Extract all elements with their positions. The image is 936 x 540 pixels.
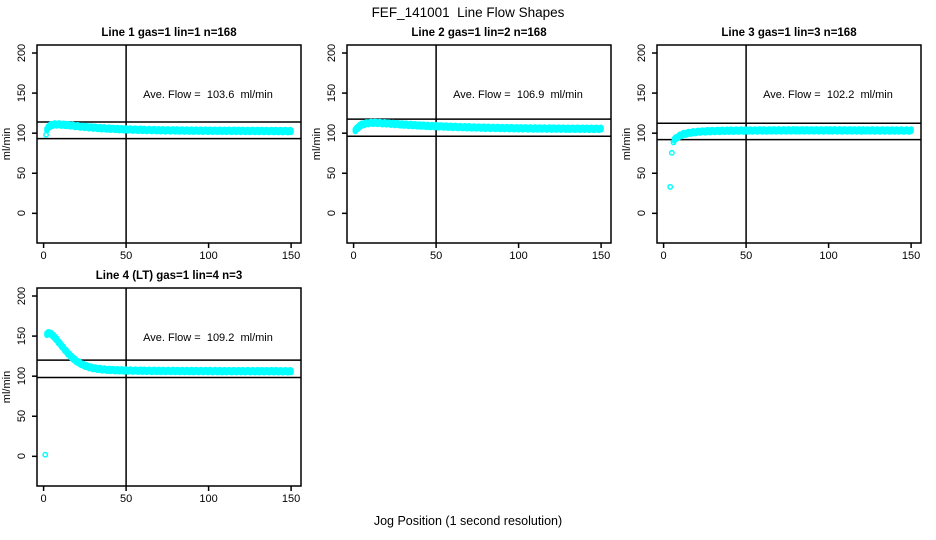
plot-area — [32, 287, 302, 491]
y-axis-label: ml/min — [311, 127, 323, 161]
x-tick-label: 150 — [281, 250, 301, 262]
x-tick-label: 0 — [350, 250, 357, 262]
ave-flow-annotation: Ave. Flow = 106.9 ml/min — [453, 89, 583, 101]
ave-flow-annotation: Ave. Flow = 103.6 ml/min — [143, 89, 273, 101]
y-tick-label: 50 — [16, 167, 28, 180]
y-tick-label: 150 — [16, 83, 28, 103]
y-tick-label: 200 — [16, 286, 28, 306]
y-tick-label: 150 — [16, 326, 28, 346]
subplot-title: Line 2 gas=1 lin=2 n=168 — [411, 27, 547, 39]
subplot-line-2: Line 2 gas=1 lin=2 n=168 ml/min Ave. Flo… — [311, 27, 612, 262]
y-tick-label: 100 — [16, 123, 28, 143]
x-tick-label: 100 — [199, 250, 218, 262]
x-tick-label: 100 — [199, 493, 218, 505]
y-tick-label: 100 — [326, 123, 338, 143]
y-tick-label: 50 — [326, 167, 338, 180]
subplot-line-3: Line 3 gas=1 lin=3 n=168 ml/min Ave. Flo… — [621, 27, 922, 262]
x-tick-label: 150 — [901, 250, 921, 262]
y-axis-label: ml/min — [1, 370, 13, 404]
y-tick-label: 200 — [326, 43, 338, 63]
subplot-line-4: Line 4 (LT) gas=1 lin=4 n=3 ml/min Ave. … — [1, 270, 302, 505]
subplot-title: Line 1 gas=1 lin=1 n=168 — [101, 27, 237, 39]
ave-flow-annotation: Ave. Flow = 109.2 ml/min — [143, 332, 273, 344]
subplot-title: Line 4 (LT) gas=1 lin=4 n=3 — [95, 270, 243, 282]
x-tick-label: 100 — [509, 250, 528, 262]
y-axis-label: ml/min — [1, 127, 13, 161]
y-tick-label: 0 — [16, 453, 28, 460]
x-tick-label: 0 — [40, 493, 47, 505]
y-axis-label: ml/min — [621, 127, 633, 161]
x-tick-label: 100 — [819, 250, 838, 262]
x-tick-label: 0 — [40, 250, 47, 262]
x-tick-label: 50 — [739, 250, 753, 262]
subplot-line-1: Line 1 gas=1 lin=1 n=168 ml/min Ave. Flo… — [1, 27, 302, 262]
y-tick-label: 150 — [326, 83, 338, 103]
y-tick-label: 100 — [636, 123, 648, 143]
y-tick-label: 0 — [16, 210, 28, 217]
x-tick-label: 50 — [429, 250, 443, 262]
plot-area — [342, 44, 612, 248]
y-tick-label: 200 — [636, 43, 648, 63]
x-tick-label: 150 — [591, 250, 611, 262]
y-tick-label: 0 — [326, 210, 338, 217]
ave-flow-annotation: Ave. Flow = 102.2 ml/min — [763, 89, 893, 101]
chart-title: FEF_141001 Line Flow Shapes — [371, 5, 565, 20]
y-tick-label: 100 — [16, 366, 28, 386]
y-tick-label: 0 — [636, 210, 648, 217]
y-tick-label: 50 — [16, 410, 28, 423]
x-tick-label: 50 — [119, 250, 133, 262]
y-tick-label: 50 — [636, 167, 648, 180]
subplot-title: Line 3 gas=1 lin=3 n=168 — [721, 27, 857, 39]
plot-area — [32, 44, 302, 248]
x-tick-label: 50 — [119, 493, 133, 505]
x-tick-label: 150 — [281, 493, 301, 505]
y-tick-label: 200 — [16, 43, 28, 63]
y-tick-label: 150 — [636, 83, 648, 103]
x-tick-label: 0 — [660, 250, 667, 262]
x-axis-label: Jog Position (1 second resolution) — [373, 514, 563, 528]
plot-area — [652, 44, 922, 248]
